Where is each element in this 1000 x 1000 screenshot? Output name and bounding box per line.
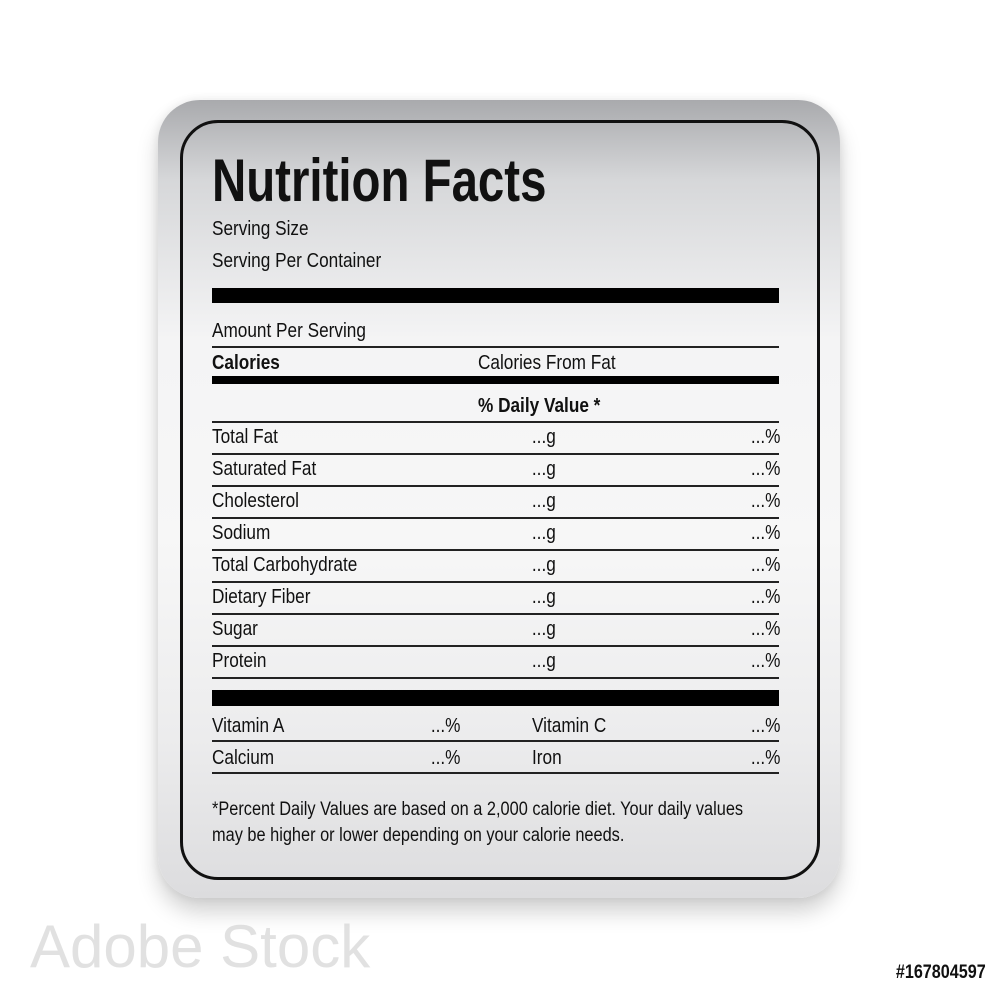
divider [212, 421, 779, 423]
vitamin-percent: ...% [750, 715, 780, 737]
divider [212, 772, 779, 774]
label-border [180, 120, 820, 880]
calories-from-fat-label: Calories From Fat [478, 352, 616, 374]
medium-divider [212, 376, 779, 384]
nutrient-amount: ...g [532, 426, 556, 448]
footnote-line-2: may be higher or lower depending on your… [212, 825, 625, 846]
nutrient-percent: ...% [750, 586, 780, 608]
footnote-line-1: *Percent Daily Values are based on a 2,0… [212, 799, 744, 820]
divider [212, 549, 779, 551]
nutrient-amount: ...g [532, 458, 556, 480]
vitamin-name: Vitamin C [532, 715, 607, 737]
nutrient-percent: ...% [750, 426, 780, 448]
nutrient-name: Total Carbohydrate [212, 554, 358, 576]
nutrient-amount: ...g [532, 586, 556, 608]
label-title: Nutrition Facts [212, 147, 547, 214]
vitamin-percent: ...% [430, 747, 460, 769]
nutrient-amount: ...g [532, 554, 556, 576]
nutrient-name: Saturated Fat [212, 458, 317, 480]
nutrient-name: Cholesterol [212, 490, 300, 512]
divider [212, 346, 779, 348]
nutrient-percent: ...% [750, 458, 780, 480]
thick-divider [212, 288, 779, 303]
divider [212, 517, 779, 519]
divider [212, 581, 779, 583]
vitamin-percent: ...% [430, 715, 460, 737]
nutrient-name: Dietary Fiber [212, 586, 311, 608]
calories-label: Calories [212, 352, 280, 374]
serving-size: Serving Size [212, 218, 309, 240]
nutrient-name: Total Fat [212, 426, 278, 448]
nutrient-percent: ...% [750, 650, 780, 672]
amount-per-serving: Amount Per Serving [212, 320, 366, 342]
divider [212, 485, 779, 487]
daily-value-header: % Daily Value * [478, 395, 601, 417]
vitamin-name: Vitamin A [212, 715, 285, 737]
nutrient-name: Sugar [212, 618, 258, 640]
divider [212, 677, 779, 679]
divider [212, 453, 779, 455]
nutrient-amount: ...g [532, 522, 556, 544]
vitamin-percent: ...% [750, 747, 780, 769]
nutrient-amount: ...g [532, 490, 556, 512]
label-card [158, 100, 840, 898]
watermark: Adobe Stock [30, 913, 371, 980]
nutrient-percent: ...% [750, 618, 780, 640]
image-id: #167804597 [896, 962, 986, 983]
divider [212, 645, 779, 647]
nutrient-amount: ...g [532, 650, 556, 672]
thick-divider [212, 690, 779, 706]
nutrient-percent: ...% [750, 554, 780, 576]
nutrient-percent: ...% [750, 522, 780, 544]
divider [212, 740, 779, 742]
vitamin-name: Iron [532, 747, 562, 769]
nutrient-name: Protein [212, 650, 267, 672]
nutrient-amount: ...g [532, 618, 556, 640]
nutrient-name: Sodium [212, 522, 271, 544]
nutrient-percent: ...% [750, 490, 780, 512]
serving-per-container: Serving Per Container [212, 250, 382, 272]
vitamin-name: Calcium [212, 747, 275, 769]
divider [212, 613, 779, 615]
